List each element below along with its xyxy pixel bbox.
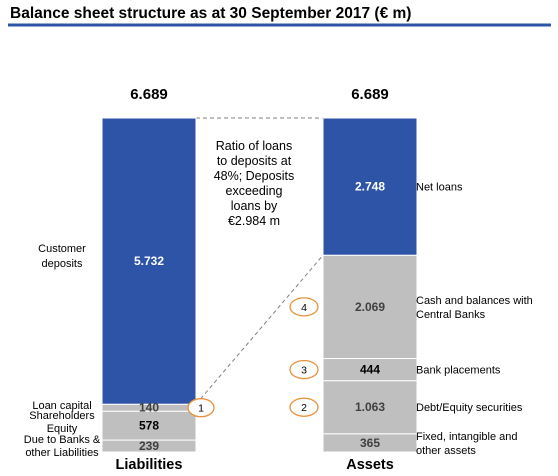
connector-bottom-dashed (195, 254, 324, 405)
segment-value-label: 2.069 (355, 300, 385, 314)
bar-segment-customer-deposits (101, 117, 197, 405)
liability-category-label: deposits (42, 258, 83, 270)
connector-lines (195, 117, 324, 405)
column-total-label: 6.689 (130, 86, 168, 103)
column-axis-label: Assets (346, 457, 394, 473)
segment-value-label: 140 (139, 401, 159, 415)
footnote-marker (289, 397, 319, 417)
asset-category-label: other assets (416, 445, 476, 457)
segment-value-label: 239 (139, 439, 159, 453)
annotation-line: loans by (231, 199, 278, 213)
annotation-line: Ratio of loans (216, 139, 292, 153)
segment-value-label: 578 (139, 419, 159, 433)
column-total-label: 6.689 (351, 86, 389, 103)
footnote-marker-number: 2 (301, 402, 307, 414)
segment-value-label: 5.732 (134, 254, 164, 268)
asset-category-label: Cash and balances with (416, 295, 533, 307)
bar-segment-net-loans (322, 117, 418, 256)
annotation-line: €2.984 m (228, 214, 280, 228)
annotation-line: exceeding (226, 184, 283, 198)
segment-value-label: 444 (360, 363, 380, 377)
column-axis-label: Liabilities (116, 457, 183, 473)
asset-category-label: Net loans (416, 182, 463, 194)
asset-category-label: Fixed, intangible and (416, 431, 518, 443)
footnote-marker (289, 359, 319, 380)
asset-category-label: Central Banks (416, 309, 486, 321)
bar-segment-debt-equity-securities (322, 380, 418, 435)
segment-labels: 2395781405.7326.689Liabilities3651.06344… (24, 86, 533, 473)
liability-category-label: Customer (38, 243, 86, 255)
footnote-marker (187, 398, 215, 418)
bar-segment-shareholders-equity (101, 410, 197, 441)
asset-category-label: Debt/Equity securities (416, 402, 523, 414)
annotation-line: 48%; Deposits (214, 169, 295, 183)
footnote-marker-number: 1 (198, 403, 204, 415)
segment-value-label: 1.063 (355, 400, 385, 414)
stacked-bars (101, 117, 418, 453)
chart-title: Balance sheet structure as at 30 Septemb… (10, 5, 411, 22)
liability-category-label: Shareholders (29, 410, 95, 422)
liability-category-label: Due to Banks & (24, 434, 101, 446)
footnote-marker-number: 4 (301, 302, 307, 314)
segment-value-label: 2.748 (355, 180, 385, 194)
asset-category-label: Bank placements (416, 365, 501, 377)
footnote-marker-number: 3 (301, 365, 307, 377)
liability-category-label: Loan capital (32, 400, 91, 412)
annotation-line: to deposits at (217, 154, 292, 168)
bar-segment-cash-and-balances-with-central-banks (322, 254, 418, 360)
liability-category-label: Equity (47, 423, 78, 435)
segment-value-label: 365 (360, 436, 380, 450)
footnote-marker (289, 297, 319, 317)
liability-category-label: other Liabilities (25, 447, 99, 459)
